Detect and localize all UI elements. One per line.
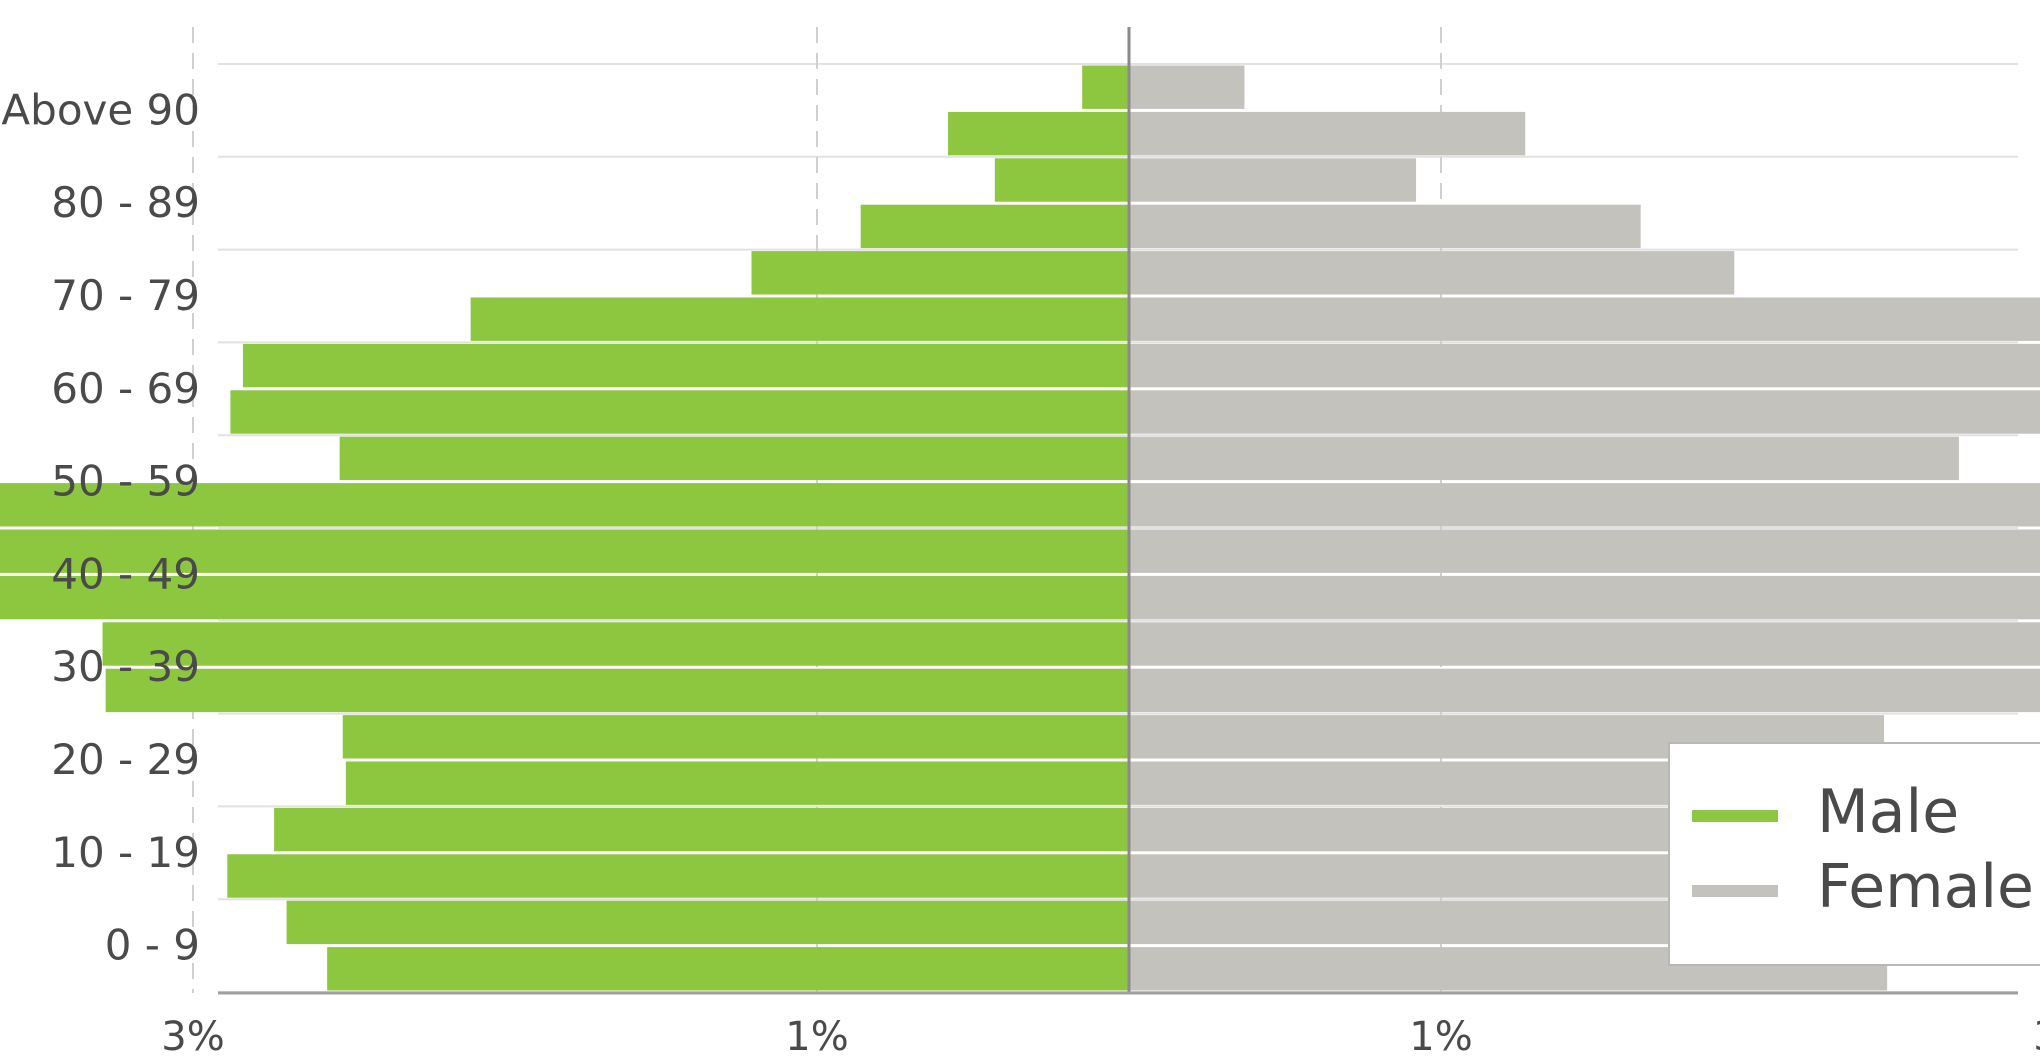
category-label: 80 - 89 bbox=[51, 178, 200, 227]
legend-box bbox=[1668, 742, 2040, 966]
bar-female-50-54 bbox=[1129, 483, 2040, 527]
category-label: 0 - 9 bbox=[105, 921, 200, 970]
category-label: Above 90 bbox=[1, 85, 200, 134]
legend-label-male: Male bbox=[1817, 777, 1959, 847]
legend-swatch-male bbox=[1692, 810, 1778, 822]
bar-male-0-4 bbox=[327, 947, 1129, 991]
bar-female-60-64 bbox=[1129, 390, 2040, 434]
x-tick-label: 3% bbox=[2033, 1014, 2040, 1060]
x-tick-label: 3% bbox=[161, 1014, 224, 1060]
bar-male-50-54 bbox=[0, 483, 1129, 527]
axes bbox=[218, 27, 2018, 995]
legend-label-female: Female bbox=[1817, 852, 2034, 922]
bar-female-35-39 bbox=[1129, 622, 2040, 666]
bar-female-55-59 bbox=[1129, 436, 1959, 481]
bar-male-75-79 bbox=[751, 251, 1129, 295]
bar-female-70-74 bbox=[1129, 297, 2040, 341]
bar-male-45-49 bbox=[0, 529, 1129, 573]
bar-male-80-84 bbox=[860, 204, 1129, 249]
bar-male-65-69 bbox=[242, 343, 1130, 388]
bar-male-55-59 bbox=[339, 436, 1129, 481]
bar-female-90-94 bbox=[1129, 111, 1526, 156]
x-tick-label: 1% bbox=[1409, 1014, 1472, 1060]
bar-female-75-79 bbox=[1129, 251, 1735, 295]
bar-male-40-44 bbox=[0, 575, 1129, 620]
bar-male-35-39 bbox=[102, 622, 1129, 666]
bar-female-65-69 bbox=[1129, 343, 2040, 388]
bar-female-30-34 bbox=[1129, 668, 2040, 713]
male-bars bbox=[0, 65, 1130, 991]
bar-male-90-94 bbox=[948, 111, 1129, 156]
bar-female-80-84 bbox=[1129, 204, 1641, 249]
category-label: 40 - 49 bbox=[51, 549, 200, 598]
bar-male-25-29 bbox=[342, 715, 1129, 759]
bar-male-60-64 bbox=[230, 390, 1129, 434]
bar-female-45-49 bbox=[1129, 529, 2040, 573]
bar-male-70-74 bbox=[470, 297, 1129, 341]
category-label: 10 - 19 bbox=[51, 828, 200, 877]
category-label: 30 - 39 bbox=[51, 642, 200, 691]
category-labels: Above 90 80 - 89 70 - 79 60 - 69 50 - 59 40 -… bbox=[1, 85, 200, 969]
bar-female-85-89 bbox=[1129, 158, 1417, 202]
legend-swatch-female bbox=[1692, 885, 1778, 897]
bar-female-40-44 bbox=[1129, 575, 2040, 620]
bar-male-95+ bbox=[1082, 65, 1129, 109]
category-label: 60 - 69 bbox=[51, 364, 200, 413]
bar-male-10-14 bbox=[227, 854, 1129, 898]
category-label: 20 - 29 bbox=[51, 735, 200, 784]
bar-male-15-19 bbox=[274, 807, 1129, 852]
bar-male-20-24 bbox=[345, 761, 1129, 805]
category-label: 50 - 59 bbox=[51, 457, 200, 506]
bar-female-95+ bbox=[1129, 65, 1245, 109]
bar-male-30-34 bbox=[105, 668, 1129, 713]
legend: Male Female bbox=[1668, 742, 2040, 966]
x-tick-label: 1% bbox=[785, 1014, 848, 1060]
x-tick-labels: 5%3%1%1%3%5% bbox=[161, 1014, 2040, 1060]
bar-male-5-9 bbox=[286, 900, 1130, 945]
bar-male-85-89 bbox=[994, 158, 1129, 202]
category-label: 70 - 79 bbox=[51, 271, 200, 320]
